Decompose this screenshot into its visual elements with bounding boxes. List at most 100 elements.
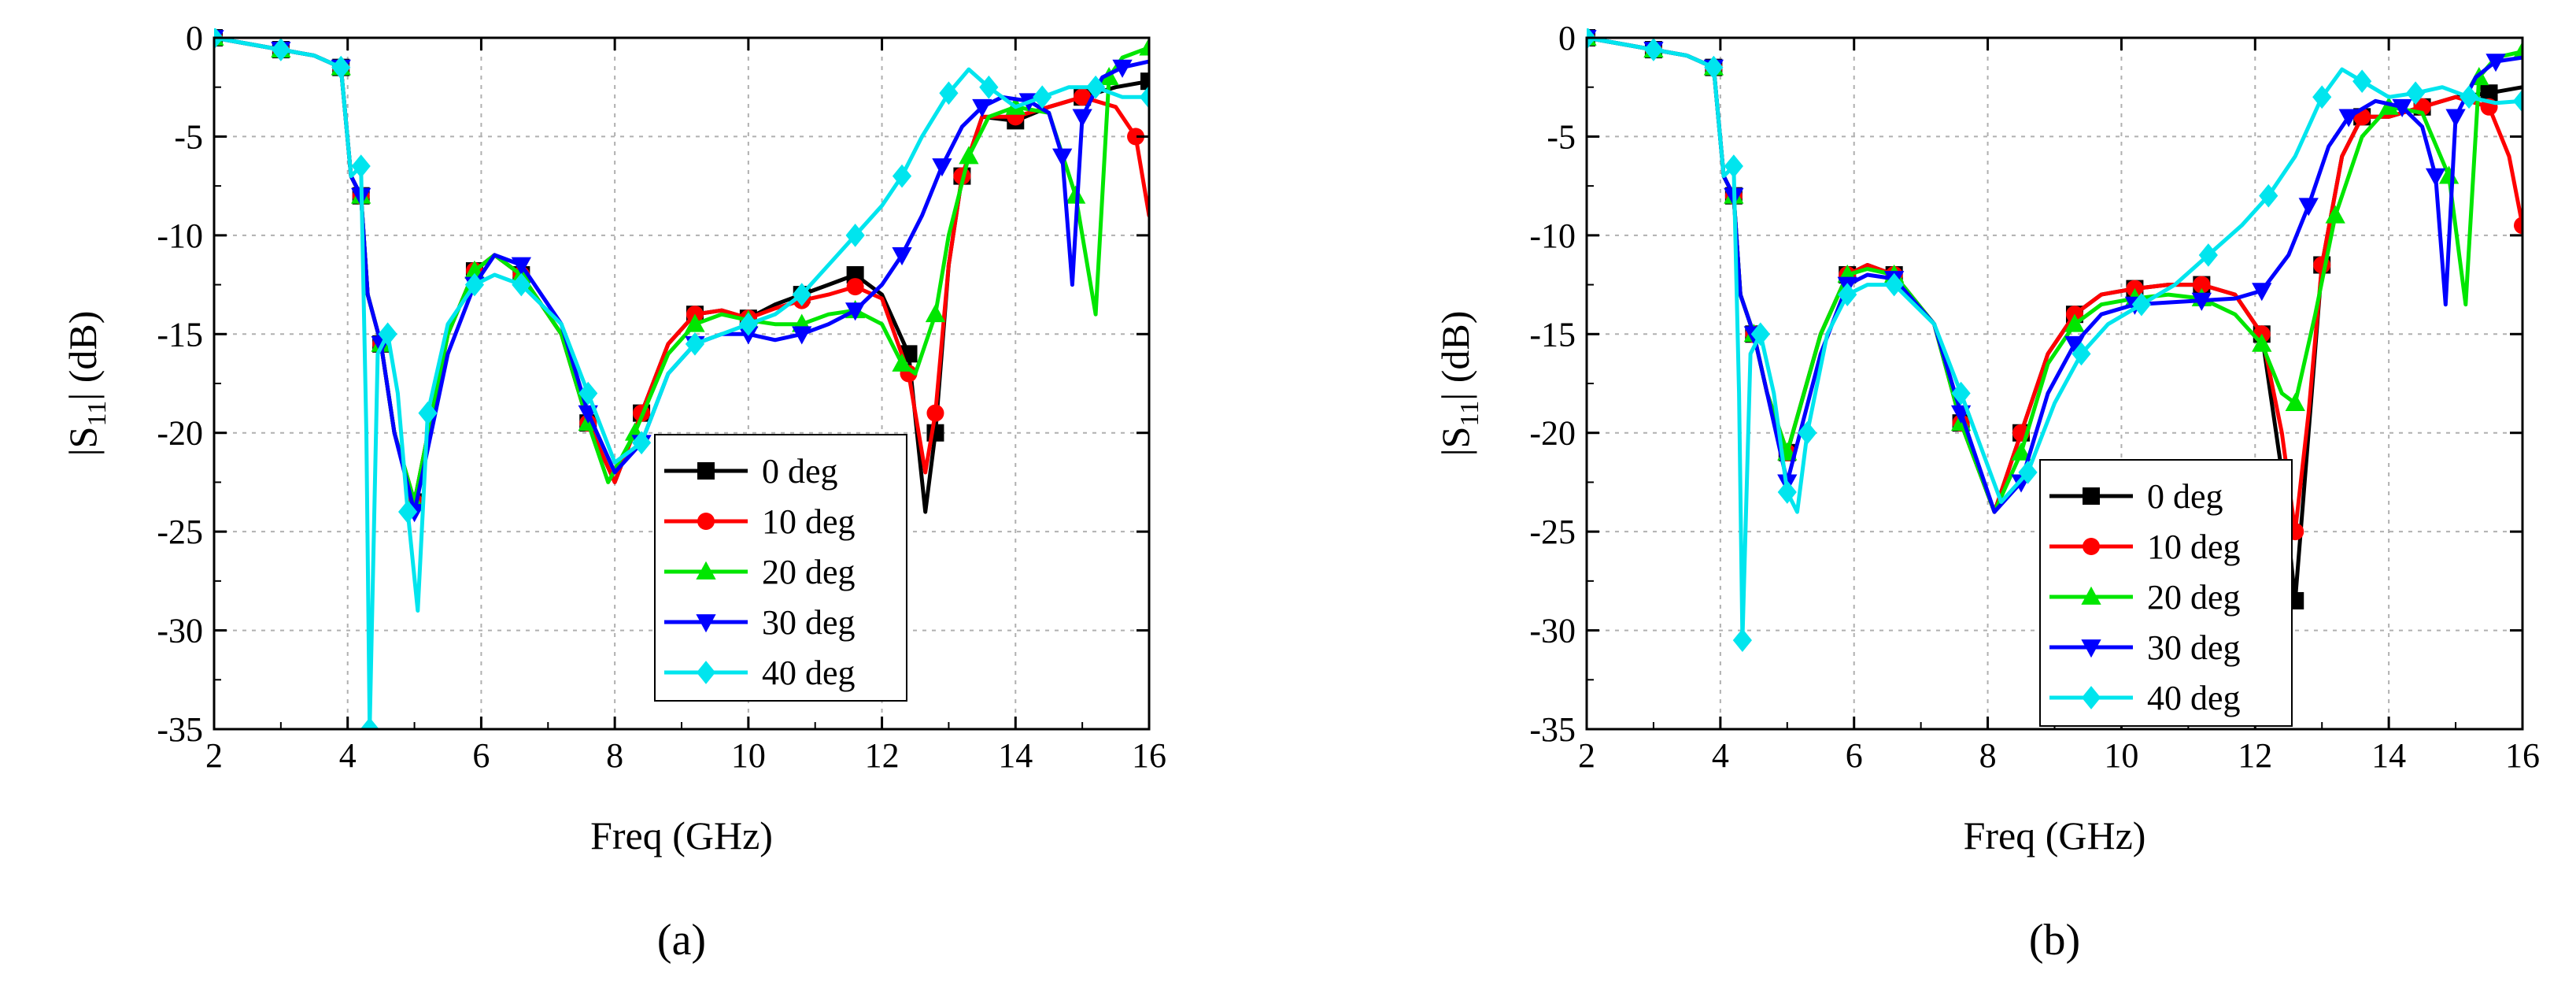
data-point [1066, 185, 1086, 204]
y-tick-label: -5 [174, 117, 203, 156]
legend-marker [2081, 686, 2101, 709]
data-point [2072, 342, 2091, 366]
data-point [512, 272, 531, 297]
x-tick-label: 12 [865, 736, 900, 775]
data-point [418, 401, 438, 425]
x-tick-label: 2 [1578, 736, 1595, 775]
data-point [2514, 217, 2522, 235]
x-tick-label: 6 [1846, 736, 1863, 775]
legend-label: 30 deg [762, 603, 856, 642]
data-point [2252, 283, 2272, 302]
series-line-40-deg [214, 35, 1149, 729]
data-point [939, 81, 959, 106]
y-tick-label: -15 [157, 315, 203, 354]
legend-box [654, 434, 907, 702]
x-tick-label: 2 [205, 736, 223, 775]
data-point [892, 164, 912, 188]
x-tick-label: 14 [2371, 736, 2406, 775]
y-tick-label: 0 [186, 19, 203, 57]
data-point [1127, 128, 1145, 146]
y-axis-title: |S11| (dB) [1433, 311, 1484, 457]
data-point [397, 500, 418, 524]
legend-marker [696, 661, 716, 684]
data-point [1798, 420, 1817, 445]
legend-label: 20 deg [2147, 578, 2241, 617]
data-point [1643, 38, 1664, 61]
data-point [925, 304, 946, 323]
legend-box [2039, 459, 2293, 727]
data-point [892, 353, 912, 372]
data-point [2425, 168, 2446, 187]
data-point [2191, 292, 2212, 311]
data-point [844, 302, 866, 321]
legend-label: 10 deg [762, 502, 856, 541]
data-point [331, 55, 351, 80]
y-tick-label: -30 [1529, 612, 1576, 650]
data-point [979, 75, 999, 99]
data-point [1052, 148, 1073, 167]
x-tick-label: 4 [339, 736, 357, 775]
y-tick-label: -35 [1529, 710, 1576, 749]
legend-label: 20 deg [762, 553, 856, 591]
series-group [1587, 28, 2522, 652]
y-tick-label: -25 [157, 513, 203, 551]
data-point [2485, 54, 2506, 72]
legend: 0 deg 10 deg 20 deg 30 deg 40 deg [654, 434, 907, 702]
data-point [792, 283, 811, 306]
y-tick-label: -35 [157, 710, 203, 749]
data-point [1139, 37, 1149, 56]
data-point [1139, 85, 1149, 109]
x-axis-title: Freq (GHz) [590, 813, 773, 858]
x-tick-label: 4 [1712, 736, 1729, 775]
x-tick-label: 16 [1132, 736, 1166, 775]
x-tick-label: 16 [2505, 736, 2540, 775]
data-point [464, 272, 485, 297]
series-20-deg [1587, 28, 2522, 514]
data-point [1112, 59, 1133, 78]
data-point [1086, 75, 1106, 99]
data-point [1724, 154, 1743, 178]
y-tick-label: -25 [1529, 513, 1576, 551]
y-tick-label: -20 [157, 414, 203, 453]
x-tick-label: 10 [2104, 736, 2138, 775]
data-point [2193, 276, 2211, 294]
data-point [2064, 335, 2085, 355]
data-point [2512, 41, 2522, 60]
tick-group: 2 4 6 8 10 12 14 16 0 -5 -10 -15 -20 -25 -30 -35 [157, 19, 1166, 775]
x-tick-label: 10 [731, 736, 766, 775]
y-tick-label: -15 [1529, 315, 1576, 354]
y-tick-label: 0 [1558, 19, 1576, 57]
data-point [2259, 183, 2278, 208]
data-point [2064, 313, 2085, 332]
y-tick-label: -5 [1547, 117, 1576, 156]
data-point [738, 312, 758, 336]
data-point [360, 717, 379, 729]
y-tick-label: -10 [1529, 217, 1576, 255]
data-point [511, 257, 531, 276]
data-point [631, 431, 652, 455]
data-point [846, 266, 864, 284]
data-point [846, 278, 864, 296]
data-point [845, 224, 865, 247]
data-point [351, 154, 371, 178]
data-point [2459, 85, 2479, 109]
legend-marker [697, 513, 715, 530]
y-tick-label: -10 [157, 217, 203, 255]
legend-marker [696, 561, 716, 580]
x-axis-title: Freq (GHz) [1964, 813, 2146, 858]
data-point [378, 322, 397, 346]
data-point [959, 146, 979, 165]
legend-marker [696, 614, 716, 633]
data-point [1074, 88, 1092, 106]
legend-label: 40 deg [762, 654, 856, 692]
legend-marker [697, 462, 715, 480]
x-tick-label: 8 [606, 736, 623, 775]
data-point [2445, 109, 2466, 128]
legend-marker [2083, 538, 2100, 555]
data-point [2392, 98, 2412, 117]
legend-label: 10 deg [2147, 528, 2241, 566]
data-point [685, 332, 705, 356]
data-point [2352, 69, 2372, 94]
y-tick-label: -20 [1529, 414, 1576, 453]
series-group [214, 28, 1149, 729]
